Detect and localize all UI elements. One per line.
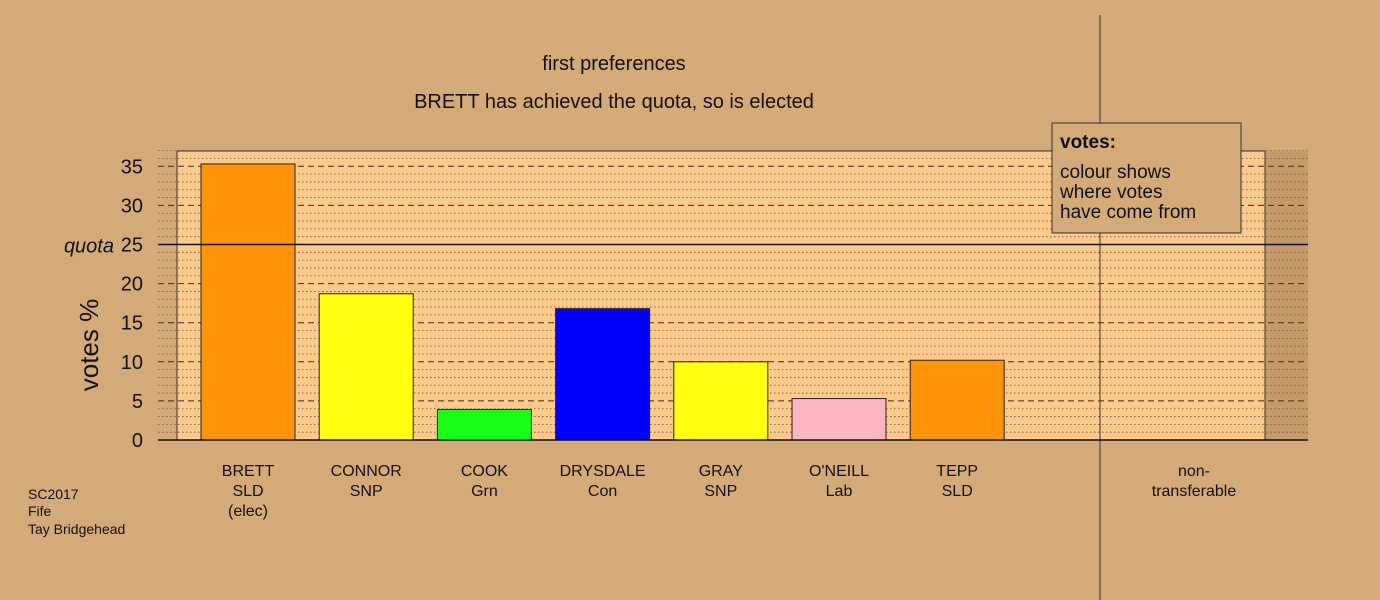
- bar-connor: [318, 293, 414, 441]
- category-label: TEPP: [936, 463, 978, 480]
- y-tick-label: 25: [121, 235, 143, 257]
- legend-line-2: where votes: [1059, 182, 1162, 203]
- y-tick-label: 0: [132, 430, 143, 452]
- category-label: COOK: [461, 463, 508, 480]
- category-label: O'NEILL: [809, 463, 869, 480]
- category-label: SLD: [232, 483, 263, 500]
- y-tick-label: 15: [121, 313, 143, 335]
- legend-box: [1051, 122, 1242, 234]
- chart-subtitle: BRETT has achieved the quota, so is elec…: [414, 91, 814, 113]
- category-label: GRAY: [699, 463, 743, 480]
- bars: [200, 163, 1005, 441]
- category-label: Grn: [471, 483, 498, 500]
- category-label: SLD: [942, 483, 973, 500]
- chart-title: first preferences: [542, 53, 685, 75]
- category-label: SNP: [704, 483, 737, 500]
- y-axis-label: votes %: [74, 299, 104, 392]
- meta-council: Fife: [28, 503, 52, 519]
- meta-info: SC2017 Fife Tay Bridgehead: [28, 486, 125, 537]
- y-tick-label: 10: [121, 352, 143, 374]
- bar-drysdale: [555, 308, 651, 441]
- x-axis-labels: BRETT SLD (elec) CONNOR SNP COOK Grn DRYSDALE Co…: [222, 463, 1237, 520]
- category-label: BRETT: [222, 463, 275, 480]
- category-label: transferable: [1152, 483, 1237, 500]
- y-tick-label: 5: [132, 391, 143, 413]
- legend-title: votes:: [1060, 132, 1116, 153]
- category-label: non-: [1178, 463, 1210, 480]
- category-label: SNP: [350, 483, 383, 500]
- bar-gray: [673, 361, 769, 441]
- bar-cook: [436, 409, 532, 441]
- bar-tepp: [909, 359, 1005, 441]
- y-axis: 0 5 10 15 20 25 30 35: [121, 156, 143, 452]
- legend-line-3: have come from: [1060, 202, 1196, 223]
- plot-panel-edge: [1265, 151, 1308, 440]
- y-tick-label: 35: [121, 156, 143, 178]
- legend-line-1: colour shows: [1060, 162, 1171, 183]
- category-label: (elec): [228, 503, 268, 520]
- legend: votes: colour shows where votes have com…: [1051, 122, 1242, 234]
- bar-brett: [200, 163, 296, 441]
- quota-label: quota: [64, 236, 114, 258]
- y-tick-label: 30: [121, 195, 143, 217]
- category-label: Con: [588, 483, 617, 500]
- category-label: DRYSDALE: [560, 463, 646, 480]
- meta-ward: Tay Bridgehead: [28, 521, 125, 537]
- y-tick-label: 20: [121, 274, 143, 296]
- bar-oneill: [791, 398, 887, 441]
- category-label: Lab: [826, 483, 853, 500]
- meta-election: SC2017: [28, 486, 79, 502]
- category-label: CONNOR: [331, 463, 402, 480]
